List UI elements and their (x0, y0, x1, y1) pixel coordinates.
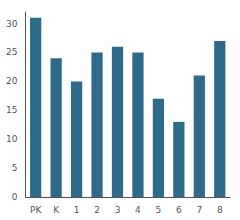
svg-text:K: K (53, 205, 60, 215)
svg-text:0: 0 (12, 192, 18, 202)
svg-text:4: 4 (135, 205, 141, 215)
svg-text:5: 5 (156, 205, 162, 215)
svg-text:1: 1 (74, 205, 80, 215)
svg-text:10: 10 (6, 134, 18, 144)
svg-text:7: 7 (196, 205, 202, 215)
svg-text:2: 2 (94, 205, 100, 215)
svg-text:20: 20 (6, 76, 18, 86)
svg-text:5: 5 (12, 163, 18, 173)
svg-text:15: 15 (6, 105, 17, 115)
svg-text:3: 3 (115, 205, 121, 215)
svg-text:30: 30 (6, 19, 18, 29)
svg-text:8: 8 (217, 205, 223, 215)
svg-text:6: 6 (176, 205, 182, 215)
svg-text:PK: PK (30, 205, 42, 215)
svg-text:25: 25 (6, 47, 17, 57)
